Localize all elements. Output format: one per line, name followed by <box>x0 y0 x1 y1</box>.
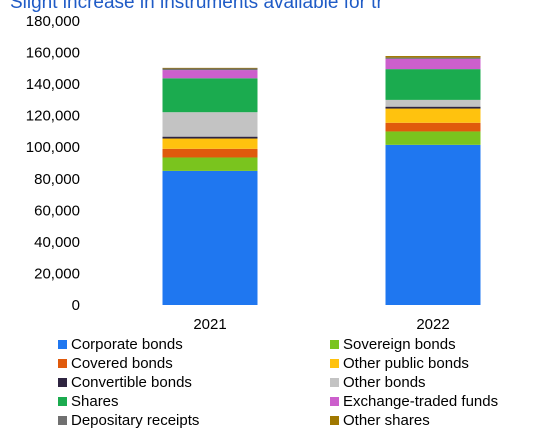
legend-swatch <box>58 340 67 349</box>
bar-segment <box>385 131 481 145</box>
legend-swatch <box>58 359 67 368</box>
legend-swatch <box>330 340 339 349</box>
legend-item: Corporate bonds <box>58 335 330 354</box>
bar-segment <box>385 99 481 107</box>
y-tick-label: 40,000 <box>34 234 80 251</box>
bar-segment <box>162 112 258 137</box>
legend-item: Other bonds <box>330 373 538 392</box>
bar-segment <box>162 157 258 171</box>
x-axis: 2021 2022 <box>193 316 449 333</box>
legend-swatch <box>330 378 339 387</box>
legend-item: Shares <box>58 392 330 411</box>
y-tick-label: 20,000 <box>34 265 80 282</box>
bar-segment <box>162 136 258 139</box>
legend: Corporate bonds Sovereign bonds Covered bo… <box>58 335 538 430</box>
legend-item: Other shares <box>330 411 538 430</box>
y-axis: 0 20,000 40,000 60,000 80,000 100,000 120,000 1… <box>26 13 80 314</box>
bar-segment <box>385 122 481 132</box>
bar-segment <box>162 78 258 113</box>
legend-swatch <box>58 416 67 425</box>
bar-segment <box>162 68 258 71</box>
legend-label: Depositary receipts <box>71 412 200 429</box>
chart-title: Slight increase in instruments available… <box>10 0 383 13</box>
x-tick-label: 2022 <box>416 316 449 333</box>
bar-segment <box>385 69 481 100</box>
legend-swatch <box>58 378 67 387</box>
bar-segment <box>385 58 481 70</box>
legend-label: Exchange-traded funds <box>343 393 499 410</box>
bar-segment <box>385 144 481 305</box>
bar-segment <box>162 67 258 69</box>
legend-label: Other shares <box>343 412 430 429</box>
y-tick-label: 0 <box>72 297 80 314</box>
legend-item: Other public bonds <box>330 354 538 373</box>
bar-segment <box>162 70 258 79</box>
bar-segment <box>162 148 258 158</box>
legend-swatch <box>330 416 339 425</box>
y-tick-label: 80,000 <box>34 171 80 188</box>
legend-item: Covered bonds <box>58 354 330 373</box>
y-tick-label: 180,000 <box>26 13 80 30</box>
legend-item: Convertible bonds <box>58 373 330 392</box>
legend-swatch <box>58 397 67 406</box>
x-tick-label: 2021 <box>193 316 226 333</box>
legend-item: Exchange-traded funds <box>330 392 538 411</box>
bar-segment <box>385 57 481 59</box>
legend-label: Other public bonds <box>343 355 469 372</box>
bar-segment <box>385 108 481 123</box>
bar-segment <box>385 106 481 109</box>
legend-label: Covered bonds <box>71 355 173 372</box>
legend-item: Sovereign bonds <box>330 335 538 354</box>
y-tick-label: 60,000 <box>34 202 80 219</box>
y-tick-label: 140,000 <box>26 76 80 93</box>
bars <box>162 56 481 305</box>
legend-swatch <box>330 359 339 368</box>
legend-label: Sovereign bonds <box>343 336 456 353</box>
bar-segment <box>162 170 258 305</box>
y-tick-label: 100,000 <box>26 139 80 156</box>
bar-segment <box>162 138 258 149</box>
legend-label: Convertible bonds <box>71 374 192 391</box>
legend-label: Shares <box>71 393 119 410</box>
legend-item: Depositary receipts <box>58 411 330 430</box>
legend-swatch <box>330 397 339 406</box>
legend-label: Other bonds <box>343 374 426 391</box>
bar-segment <box>385 56 481 58</box>
y-tick-label: 160,000 <box>26 45 80 62</box>
legend-label: Corporate bonds <box>71 336 183 353</box>
y-tick-label: 120,000 <box>26 108 80 125</box>
